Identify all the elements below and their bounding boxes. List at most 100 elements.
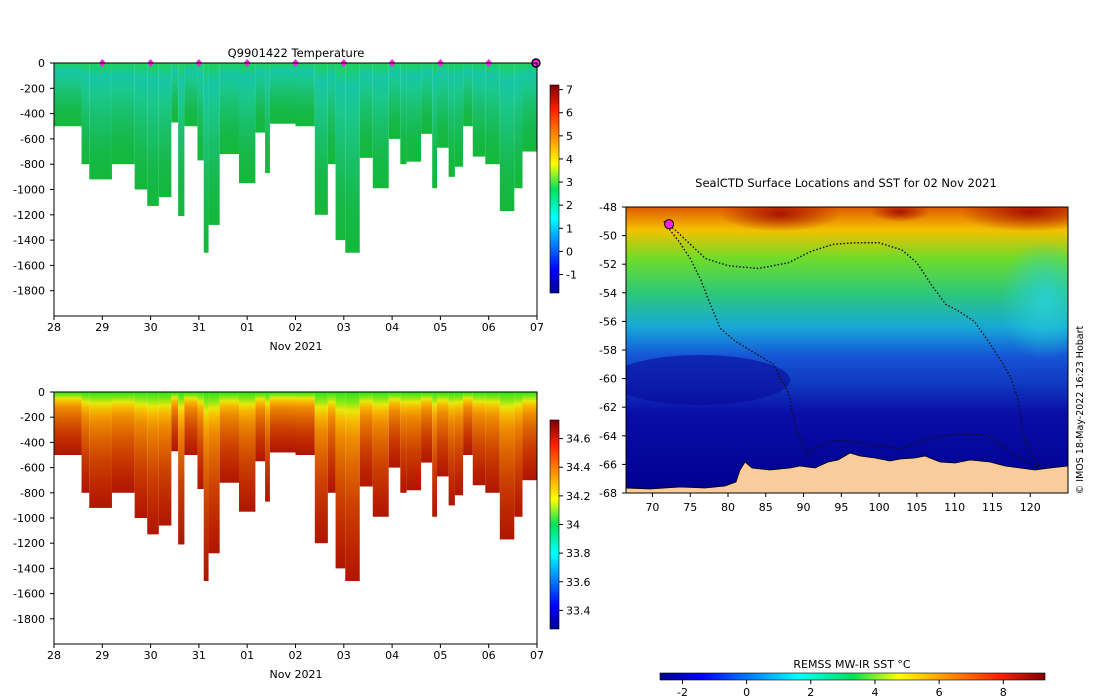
colorbar-tick-label: 33.4	[566, 604, 591, 617]
x-tick-label: 06	[482, 649, 496, 662]
colorbar-tick-label: 5	[566, 130, 573, 143]
y-tick-label: -1800	[13, 613, 45, 626]
profile-column	[197, 63, 204, 161]
profile-column	[171, 392, 179, 452]
lon-tick-label: 110	[944, 501, 965, 514]
colorbar-tick-label: 33.8	[566, 547, 591, 560]
x-tick-label: 31	[192, 649, 206, 662]
profile-column	[432, 392, 438, 517]
sst-colorbar-tick-label: 2	[807, 686, 814, 699]
profile-column	[359, 392, 373, 487]
lon-tick-label: 85	[759, 501, 773, 514]
x-tick-label: 03	[337, 321, 351, 334]
x-tick-label: 02	[289, 321, 303, 334]
sst-colorbar-tick-label: 0	[743, 686, 750, 699]
profile-column	[472, 63, 486, 157]
profile-column	[406, 392, 422, 491]
profile-column	[472, 392, 486, 486]
profile-column	[265, 392, 270, 502]
sst-colorbar-tick-label: -2	[677, 686, 688, 699]
profile-column	[485, 392, 500, 493]
profile-column	[184, 392, 198, 455]
profile-column	[255, 63, 266, 133]
profile-column	[158, 392, 172, 526]
lon-tick-label: 100	[869, 501, 890, 514]
y-tick-label: -1600	[13, 588, 45, 601]
profile-column	[335, 63, 346, 241]
profile-column	[134, 63, 148, 190]
profile-column	[81, 392, 90, 493]
current-location-marker	[664, 219, 675, 230]
colorbar-tick-label: 33.6	[566, 576, 591, 589]
lon-tick-label: 105	[906, 501, 927, 514]
profile-column	[485, 63, 500, 165]
sst-colorbar	[659, 672, 1046, 681]
profile-column	[171, 63, 179, 123]
profile-column	[522, 63, 537, 152]
profile-column	[372, 392, 389, 517]
y-tick-label: -400	[20, 436, 45, 449]
salinity-colorbar	[549, 419, 560, 630]
profile-column	[178, 392, 185, 545]
temperature-y-axis: 0 -200 -400 -600 -800 -1000 -1200 -1400 -1600 -18…	[13, 57, 54, 298]
sst-colorbar-tick-label: 4	[871, 686, 878, 699]
colorbar-tick-label: 0	[566, 245, 573, 258]
lat-tick-label: -52	[599, 258, 617, 271]
colorbar-tick-label: 4	[566, 153, 573, 166]
x-tick-label: 01	[240, 321, 254, 334]
sst-map-panel: SealCTD Surface Locations and SST for 02…	[599, 176, 1086, 699]
lat-tick-label: -66	[599, 458, 617, 471]
x-tick-label: 29	[95, 649, 109, 662]
profile-column	[184, 63, 198, 127]
y-tick-label: -1800	[13, 285, 45, 298]
y-tick-label: -800	[20, 158, 45, 171]
profile-column	[197, 392, 204, 490]
profile-column	[327, 392, 336, 493]
x-tick-label: 05	[433, 321, 447, 334]
y-tick-label: -1200	[13, 537, 45, 550]
profile-column	[359, 63, 373, 158]
colorbar-tick-label: 1	[566, 222, 573, 235]
y-tick-label: -1600	[13, 259, 45, 272]
profile-column	[437, 392, 449, 477]
colorbar-tick-label: 34.6	[566, 433, 591, 446]
lon-tick-label: 115	[982, 501, 1003, 514]
profile-column	[81, 63, 90, 165]
salinity-x-axis: 28 29 30 31 01 02 03 04 05 06 07	[47, 644, 544, 662]
lon-tick-label: 75	[683, 501, 697, 514]
profile-column	[295, 392, 315, 455]
profile-column	[147, 392, 159, 535]
profile-column	[400, 63, 407, 165]
lat-tick-label: -50	[599, 230, 617, 243]
profile-column	[203, 392, 209, 581]
y-tick-label: -400	[20, 108, 45, 121]
profile-column	[499, 392, 515, 540]
temperature-panel: Q9901422 Temperature 0 -200 -400 -600 -800 -1…	[13, 46, 577, 353]
profile-column	[314, 63, 328, 215]
profile-column	[514, 392, 523, 517]
profile-column	[463, 63, 473, 127]
profile-column	[314, 392, 328, 544]
profile-column	[219, 63, 239, 155]
profile-column	[421, 392, 433, 463]
lat-tick-label: -48	[599, 201, 617, 214]
x-tick-label: 31	[192, 321, 206, 334]
x-tick-label: 07	[530, 649, 544, 662]
profile-column	[134, 392, 148, 518]
profile-column	[463, 392, 473, 455]
profile-column	[372, 63, 389, 189]
x-tick-label: 30	[144, 649, 158, 662]
temperature-profiles	[54, 63, 537, 253]
y-tick-label: -600	[20, 133, 45, 146]
lat-tick-label: -58	[599, 344, 617, 357]
lat-tick-label: -62	[599, 401, 617, 414]
profile-column	[89, 63, 112, 180]
profile-column	[238, 392, 256, 512]
antarctic-landmass	[626, 452, 1068, 493]
colorbar-tick-label: 34	[566, 519, 580, 532]
y-tick-label: -1400	[13, 562, 45, 575]
profile-column	[147, 63, 159, 206]
profile-column	[345, 63, 360, 253]
profile-column	[265, 63, 270, 174]
